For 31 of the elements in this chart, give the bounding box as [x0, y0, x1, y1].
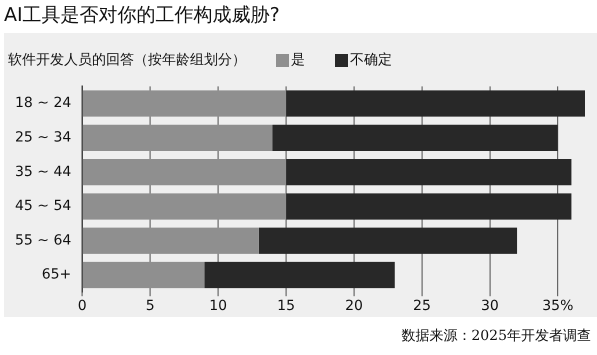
legend-label: 是 — [291, 51, 305, 69]
x-tick-label: 5 — [146, 298, 155, 314]
chart-title: AI工具是否对你的工作构成威胁? — [4, 3, 280, 28]
y-tick-label: 45 ~ 54 — [14, 198, 72, 214]
source-note: 数据来源：2025年开发者调查 — [401, 327, 591, 345]
bar — [82, 124, 272, 151]
x-tick-label: 20 — [345, 298, 363, 314]
bar — [286, 159, 572, 186]
x-tick-label: 35% — [542, 298, 574, 314]
bar — [258, 228, 518, 254]
bar — [82, 228, 259, 254]
y-tick-label: 35 ~ 44 — [14, 164, 72, 180]
y-tick-label: 25 ~ 34 — [14, 129, 72, 146]
y-tick-label: 55 ~ 64 — [14, 232, 72, 248]
x-tick-label: 25 — [413, 298, 431, 314]
bar — [82, 193, 286, 220]
bar — [286, 90, 585, 117]
x-tick-label: 15 — [277, 298, 295, 314]
bar — [82, 159, 286, 186]
y-tick-label: 65+ — [42, 266, 72, 283]
bar — [204, 262, 395, 288]
y-tick-label: 18 ~ 24 — [14, 95, 72, 112]
chart-subtitle: 软件开发人员的回答（按年龄组划分） — [8, 51, 246, 69]
bar — [82, 90, 286, 117]
bar — [286, 193, 572, 220]
x-tick-label: 10 — [209, 298, 228, 314]
x-tick-label: 30 — [480, 298, 499, 314]
bar — [82, 262, 205, 288]
x-tick-label: 0 — [78, 298, 87, 314]
legend-label: 不确定 — [350, 51, 392, 69]
bar — [272, 124, 558, 151]
